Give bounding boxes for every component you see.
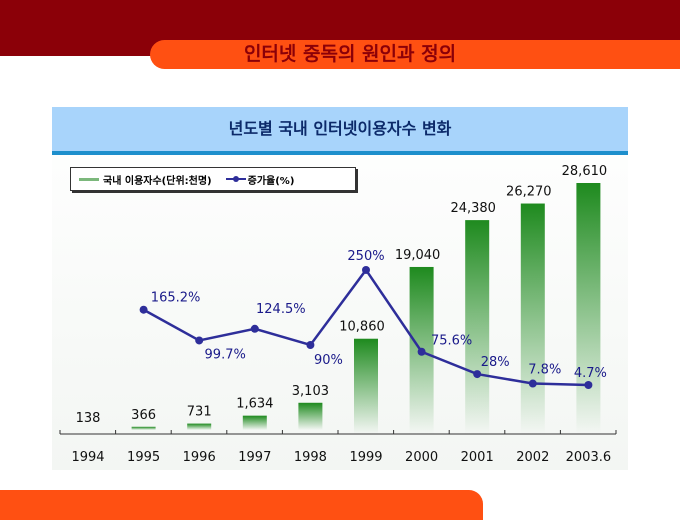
legend-item-growth: 증가율(%) [225, 172, 295, 187]
growth-label: 250% [347, 249, 384, 264]
growth-point [195, 336, 204, 345]
x-tick-label: 2000 [405, 450, 438, 465]
bar [354, 338, 378, 434]
legend: 국내 이용자수(단위:천명) 증가율(%) [70, 167, 356, 191]
bar-value-label: 28,610 [562, 164, 608, 179]
growth-point [584, 380, 593, 389]
legend-item-users: 국내 이용자수(단위:천명) [79, 172, 212, 187]
bar-value-label: 138 [76, 411, 101, 426]
bar [242, 415, 267, 430]
footer-bar [0, 490, 483, 520]
bar [187, 423, 212, 430]
chart-title-bar: 년도별 국내 인터넷이용자수 변화 [52, 107, 628, 155]
x-tick-label: 2001 [461, 450, 494, 465]
x-tick-label: 2003.6 [566, 450, 612, 465]
slide-title-bar: 인터넷 중독의 원인과 정의 [150, 40, 680, 69]
growth-point [139, 305, 148, 314]
bar-value-label: 3,103 [292, 384, 329, 399]
growth-label: 28% [481, 355, 510, 370]
legend-label: 증가율(%) [247, 175, 295, 187]
growth-label: 90% [314, 353, 343, 368]
bar-value-label: 1,634 [236, 397, 273, 412]
bar [520, 203, 545, 434]
growth-point [250, 324, 259, 333]
bar-value-label: 366 [131, 408, 156, 423]
bar-value-label: 19,040 [395, 248, 441, 263]
x-tick-label: 1999 [349, 450, 382, 465]
x-tick-label: 2002 [516, 450, 549, 465]
growth-label: 4.7% [574, 366, 607, 381]
bar [131, 426, 156, 430]
bar [576, 183, 601, 434]
x-tick-label: 1997 [238, 450, 271, 465]
growth-label: 75.6% [431, 334, 472, 349]
growth-point [306, 340, 315, 349]
slide-title: 인터넷 중독의 원인과 정의 [243, 43, 457, 65]
bar-value-label: 26,270 [506, 185, 552, 200]
growth-label: 7.8% [528, 363, 561, 378]
growth-point [473, 370, 482, 379]
bar-value-label: 10,860 [339, 320, 385, 335]
x-tick-label: 1995 [127, 450, 160, 465]
legend-bar-swatch [79, 177, 99, 181]
bar-value-label: 24,380 [450, 201, 496, 216]
x-tick-label: 1998 [294, 450, 327, 465]
growth-point [362, 265, 370, 274]
growth-point [528, 379, 537, 388]
growth-label: 99.7% [205, 347, 246, 362]
growth-label: 124.5% [256, 302, 306, 317]
legend-label: 국내 이용자수(단위:천명) [103, 175, 212, 187]
bar [465, 220, 490, 434]
growth-label: 165.2% [151, 291, 201, 306]
growth-point [417, 347, 426, 356]
x-tick-label: 1996 [183, 450, 216, 465]
legend-line-swatch [225, 176, 246, 182]
bar [298, 402, 323, 430]
bar-value-label: 731 [187, 405, 212, 420]
chart-title: 년도별 국내 인터넷이용자수 변화 [228, 119, 452, 138]
x-tick-label: 1994 [71, 450, 104, 465]
